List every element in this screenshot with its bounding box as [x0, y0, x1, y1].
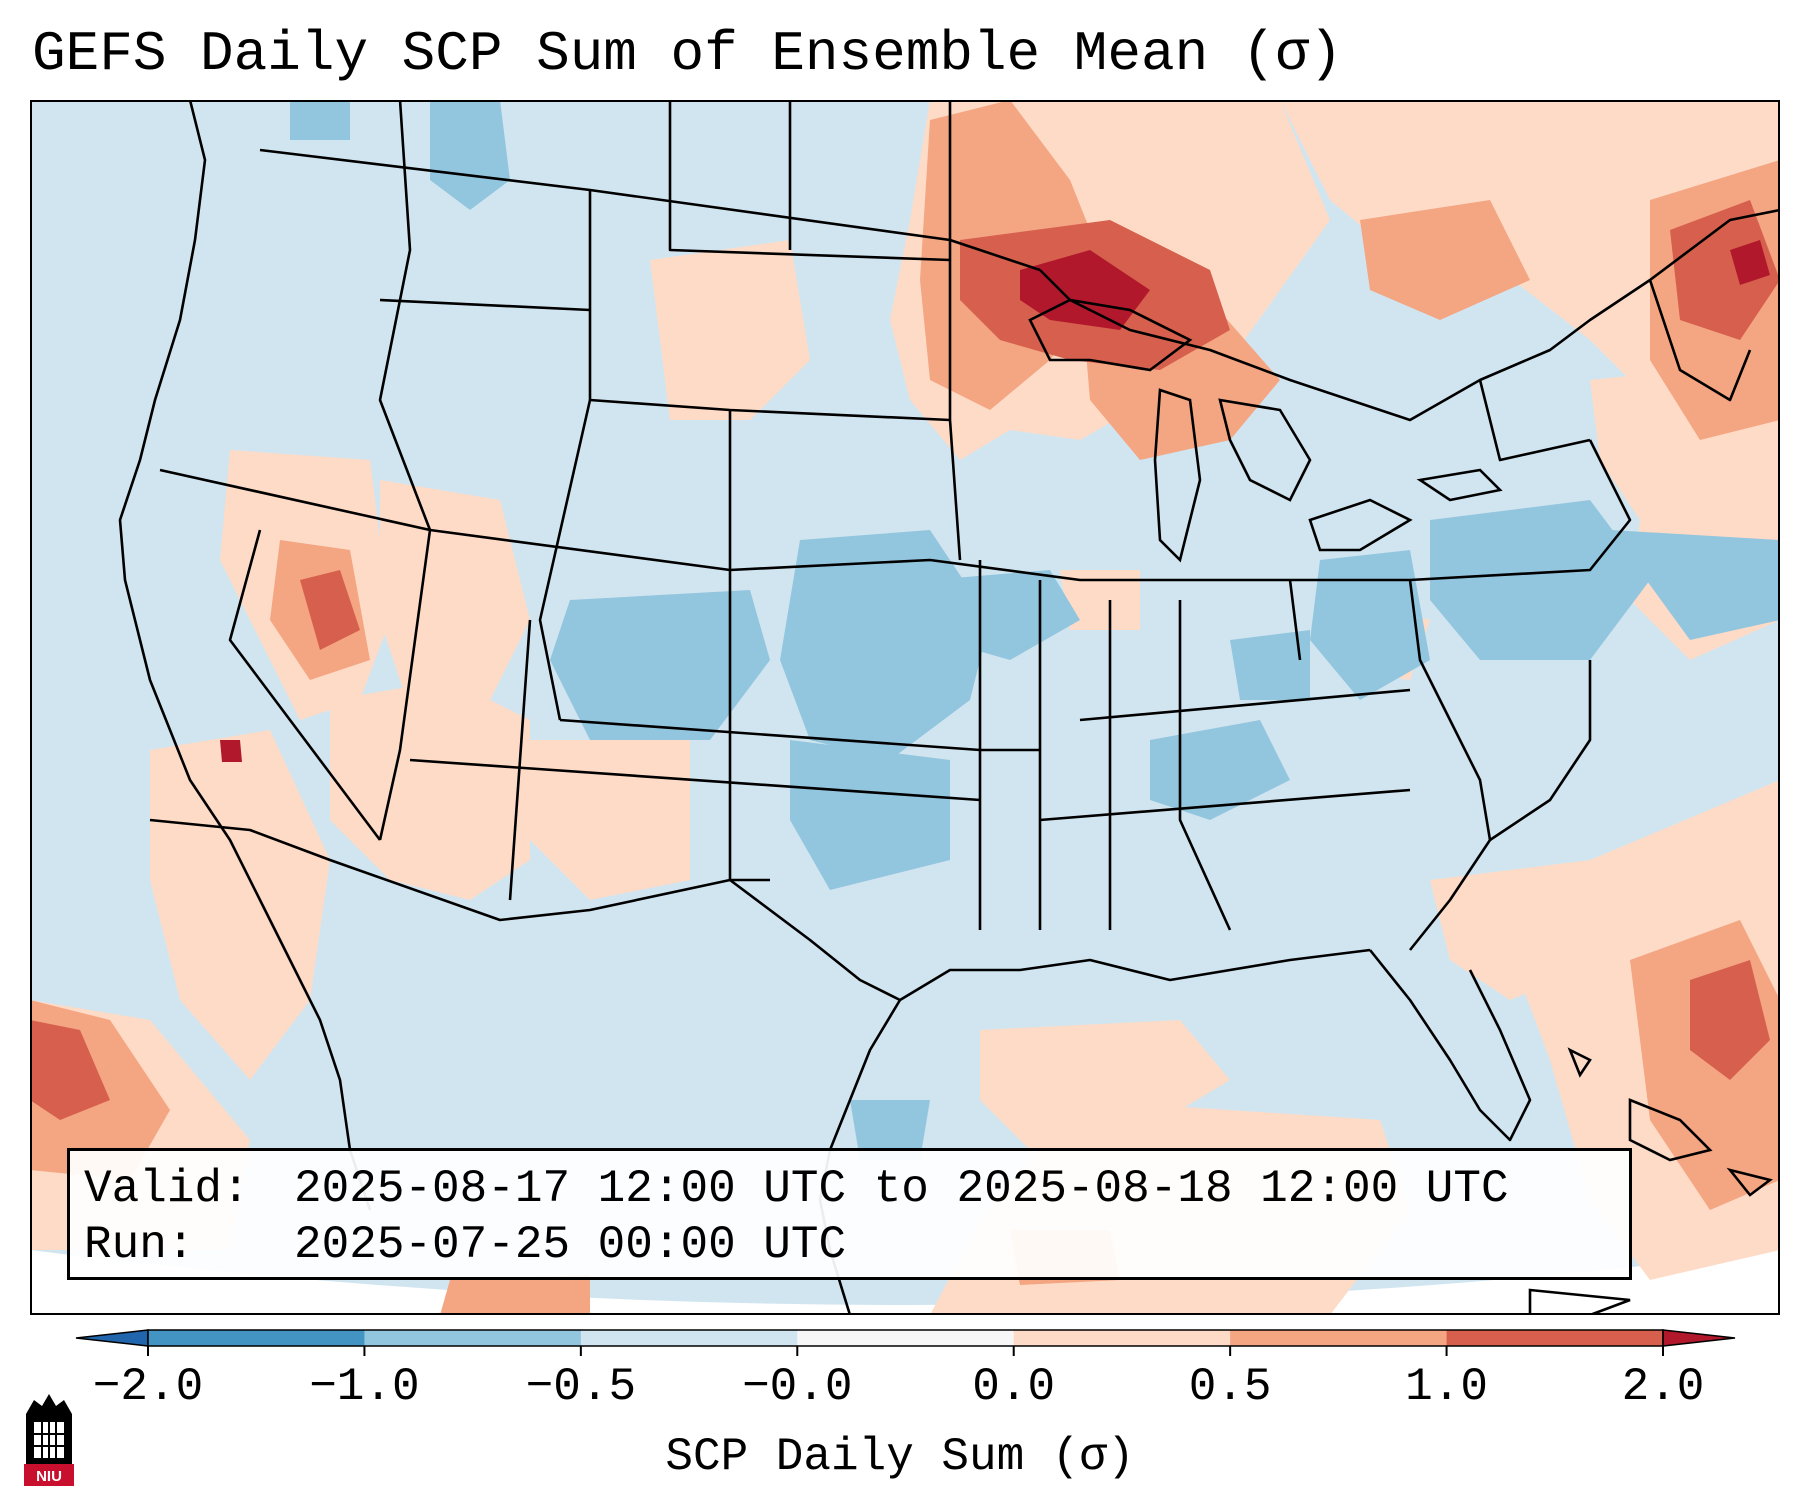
colorbar-label: SCP Daily Sum (σ)	[665, 1431, 1135, 1483]
colorbar-bin	[1230, 1330, 1448, 1346]
colorbar-tick-label: −0.5	[525, 1361, 637, 1413]
colorbar-bins	[75, 1329, 1736, 1347]
colorbar-tick-marks	[147, 1346, 1664, 1356]
colorbar-tick-label: 0.0	[972, 1361, 1056, 1413]
colorbar-extend-low	[75, 1329, 149, 1347]
domain-corner-right	[1380, 1250, 1780, 1315]
colorbar-bin	[148, 1330, 365, 1346]
validity-info-box: Valid: 2025-08-17 12:00 UTC to 2025-08-1…	[67, 1148, 1632, 1280]
colorbar-bin	[580, 1330, 798, 1346]
valid-label: Valid:	[84, 1163, 250, 1215]
valid-line: Valid: 2025-08-17 12:00 UTC to 2025-08-1…	[84, 1161, 1615, 1217]
colorbar-bin	[364, 1330, 582, 1346]
university-tower-icon: NIU	[24, 1394, 74, 1486]
colorbar-tick-label: 1.0	[1405, 1361, 1488, 1413]
colorbar-tick-label: 2.0	[1621, 1361, 1705, 1413]
islands	[1528, 1047, 1773, 1315]
forecast-map	[30, 100, 1780, 1315]
run-label: Run:	[84, 1219, 195, 1271]
colorbar-bin	[797, 1330, 1015, 1346]
colorbar-tick-label: −1.0	[309, 1361, 420, 1413]
domain-corner-left	[30, 1250, 430, 1315]
colorbar-bin	[1446, 1330, 1664, 1346]
chart-title: GEFS Daily SCP Sum of Ensemble Mean (σ)	[32, 22, 1343, 86]
colorbar-bin	[1013, 1330, 1231, 1346]
colorbar-tick-label: 0.5	[1188, 1361, 1272, 1413]
colorbar-extend-high	[1662, 1329, 1736, 1347]
great-lakes	[1028, 298, 1503, 563]
colorbar	[75, 1329, 1736, 1356]
valid-value: 2025-08-17 12:00 UTC to 2025-08-18 12:00…	[294, 1163, 1509, 1215]
colorbar-outline	[147, 1329, 1664, 1347]
colorbar-tick-label: −0.0	[742, 1361, 853, 1413]
map-panel	[30, 100, 1780, 1315]
anomaly-areas-neg-0.5-1.0	[290, 100, 1780, 1160]
boundaries	[118, 100, 1780, 1315]
run-value: 2025-07-25 00:00 UTC	[294, 1219, 847, 1271]
colorbar-tick-label: −2.0	[92, 1361, 204, 1413]
run-line: Run: 2025-07-25 00:00 UTC	[84, 1217, 1615, 1273]
anomaly-areas-1.0-2.0	[30, 200, 1780, 1120]
logo-text: NIU	[36, 1468, 62, 1485]
